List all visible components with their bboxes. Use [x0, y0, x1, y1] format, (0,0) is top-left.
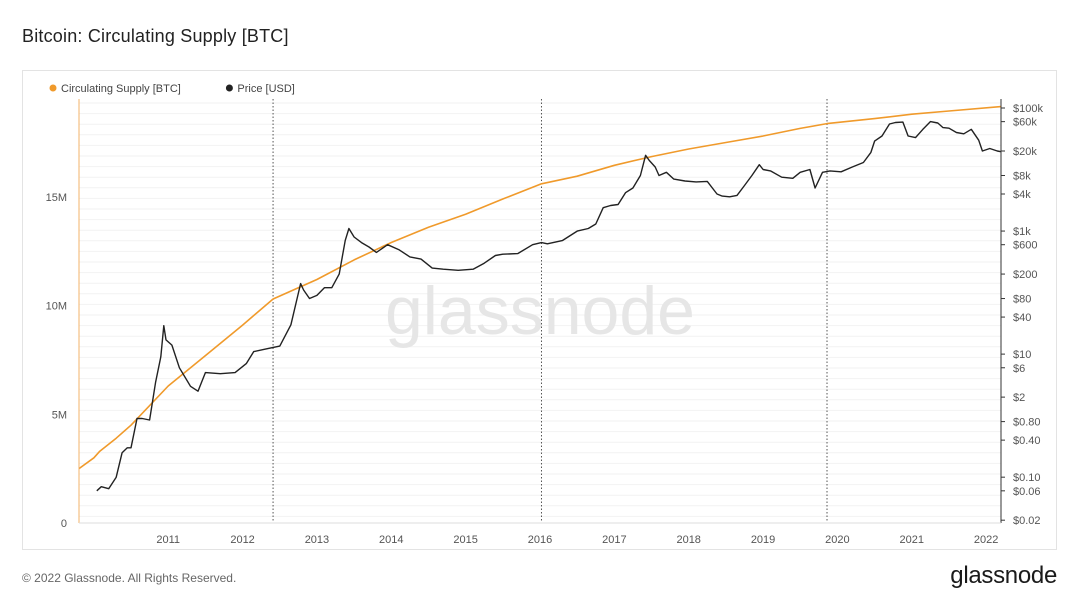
grid-layer [79, 102, 1001, 517]
x-tick-label: 2022 [974, 534, 998, 546]
y-left-tick-label: 10M [46, 301, 67, 313]
legend-label: Circulating Supply [BTC] [61, 83, 181, 95]
y-right-tick-label: $0.10 [1013, 472, 1041, 484]
y-right-tick-label: $1k [1013, 226, 1031, 238]
y-right-tick-label: $0.02 [1013, 515, 1041, 527]
y-right-tick-label: $40 [1013, 312, 1031, 324]
y-right-tick-label: $0.40 [1013, 435, 1041, 447]
y-right-tick-label: $0.80 [1013, 417, 1041, 429]
chart-page-title: Bitcoin: Circulating Supply [BTC] [22, 26, 289, 46]
y-right-tick-label: $0.06 [1013, 486, 1041, 498]
x-tick-label: 2018 [676, 534, 700, 546]
legend-marker [49, 84, 57, 92]
y-left-tick-label: 15M [46, 192, 67, 204]
y-right-tick-label: $6 [1013, 363, 1025, 375]
y-left-tick-label: 5M [52, 409, 67, 421]
halving-layer [272, 99, 828, 523]
chart-legend: Circulating Supply [BTC] Price [USD] [49, 83, 295, 95]
x-tick-label: 2020 [825, 534, 849, 546]
brand-logo[interactable]: glassnode [950, 562, 1057, 589]
axes-layer: 0 5M 10M 15M $100k $60k $20k $8k $4k $1k $600 $200 $… [46, 99, 1043, 546]
chart-card: glassnode 0 5M 10M 15M $100k $60k $20k $8k $4k $1… [22, 70, 1057, 550]
y-right-tick-label: $60k [1013, 117, 1037, 129]
x-tick-label: 2017 [602, 534, 626, 546]
legend-label: Price [USD] [237, 83, 294, 95]
x-tick-label: 2015 [453, 534, 477, 546]
y-right-tick-label: $8k [1013, 170, 1031, 182]
series-layer [78, 105, 1002, 492]
copyright-text: © 2022 Glassnode. All Rights Reserved. [22, 571, 237, 585]
x-tick-label: 2014 [379, 534, 403, 546]
y-right-tick-label: $10 [1013, 349, 1031, 361]
y-right-tick-label: $100k [1013, 103, 1043, 115]
price-series-line [96, 120, 1002, 492]
y-right-tick-label: $600 [1013, 240, 1037, 252]
y-right-tick-label: $4k [1013, 189, 1031, 201]
legend-marker [225, 84, 233, 92]
supply-series-line [78, 105, 1002, 470]
y-right-tick-label: $200 [1013, 269, 1037, 281]
y-right-tick-label: $80 [1013, 294, 1031, 306]
y-right-tick-label: $2 [1013, 392, 1025, 404]
chart-svg: glassnode 0 5M 10M 15M $100k $60k $20k $8k $4k $1… [46, 83, 1044, 546]
x-tick-label: 2021 [900, 534, 924, 546]
x-tick-label: 2011 [156, 534, 180, 546]
watermark: glassnode [385, 273, 695, 349]
x-tick-label: 2019 [751, 534, 775, 546]
y-left-tick-label: 0 [61, 518, 67, 530]
y-right-tick-label: $20k [1013, 146, 1037, 158]
x-tick-label: 2012 [230, 534, 254, 546]
x-tick-label: 2016 [528, 534, 552, 546]
x-tick-label: 2013 [305, 534, 329, 546]
